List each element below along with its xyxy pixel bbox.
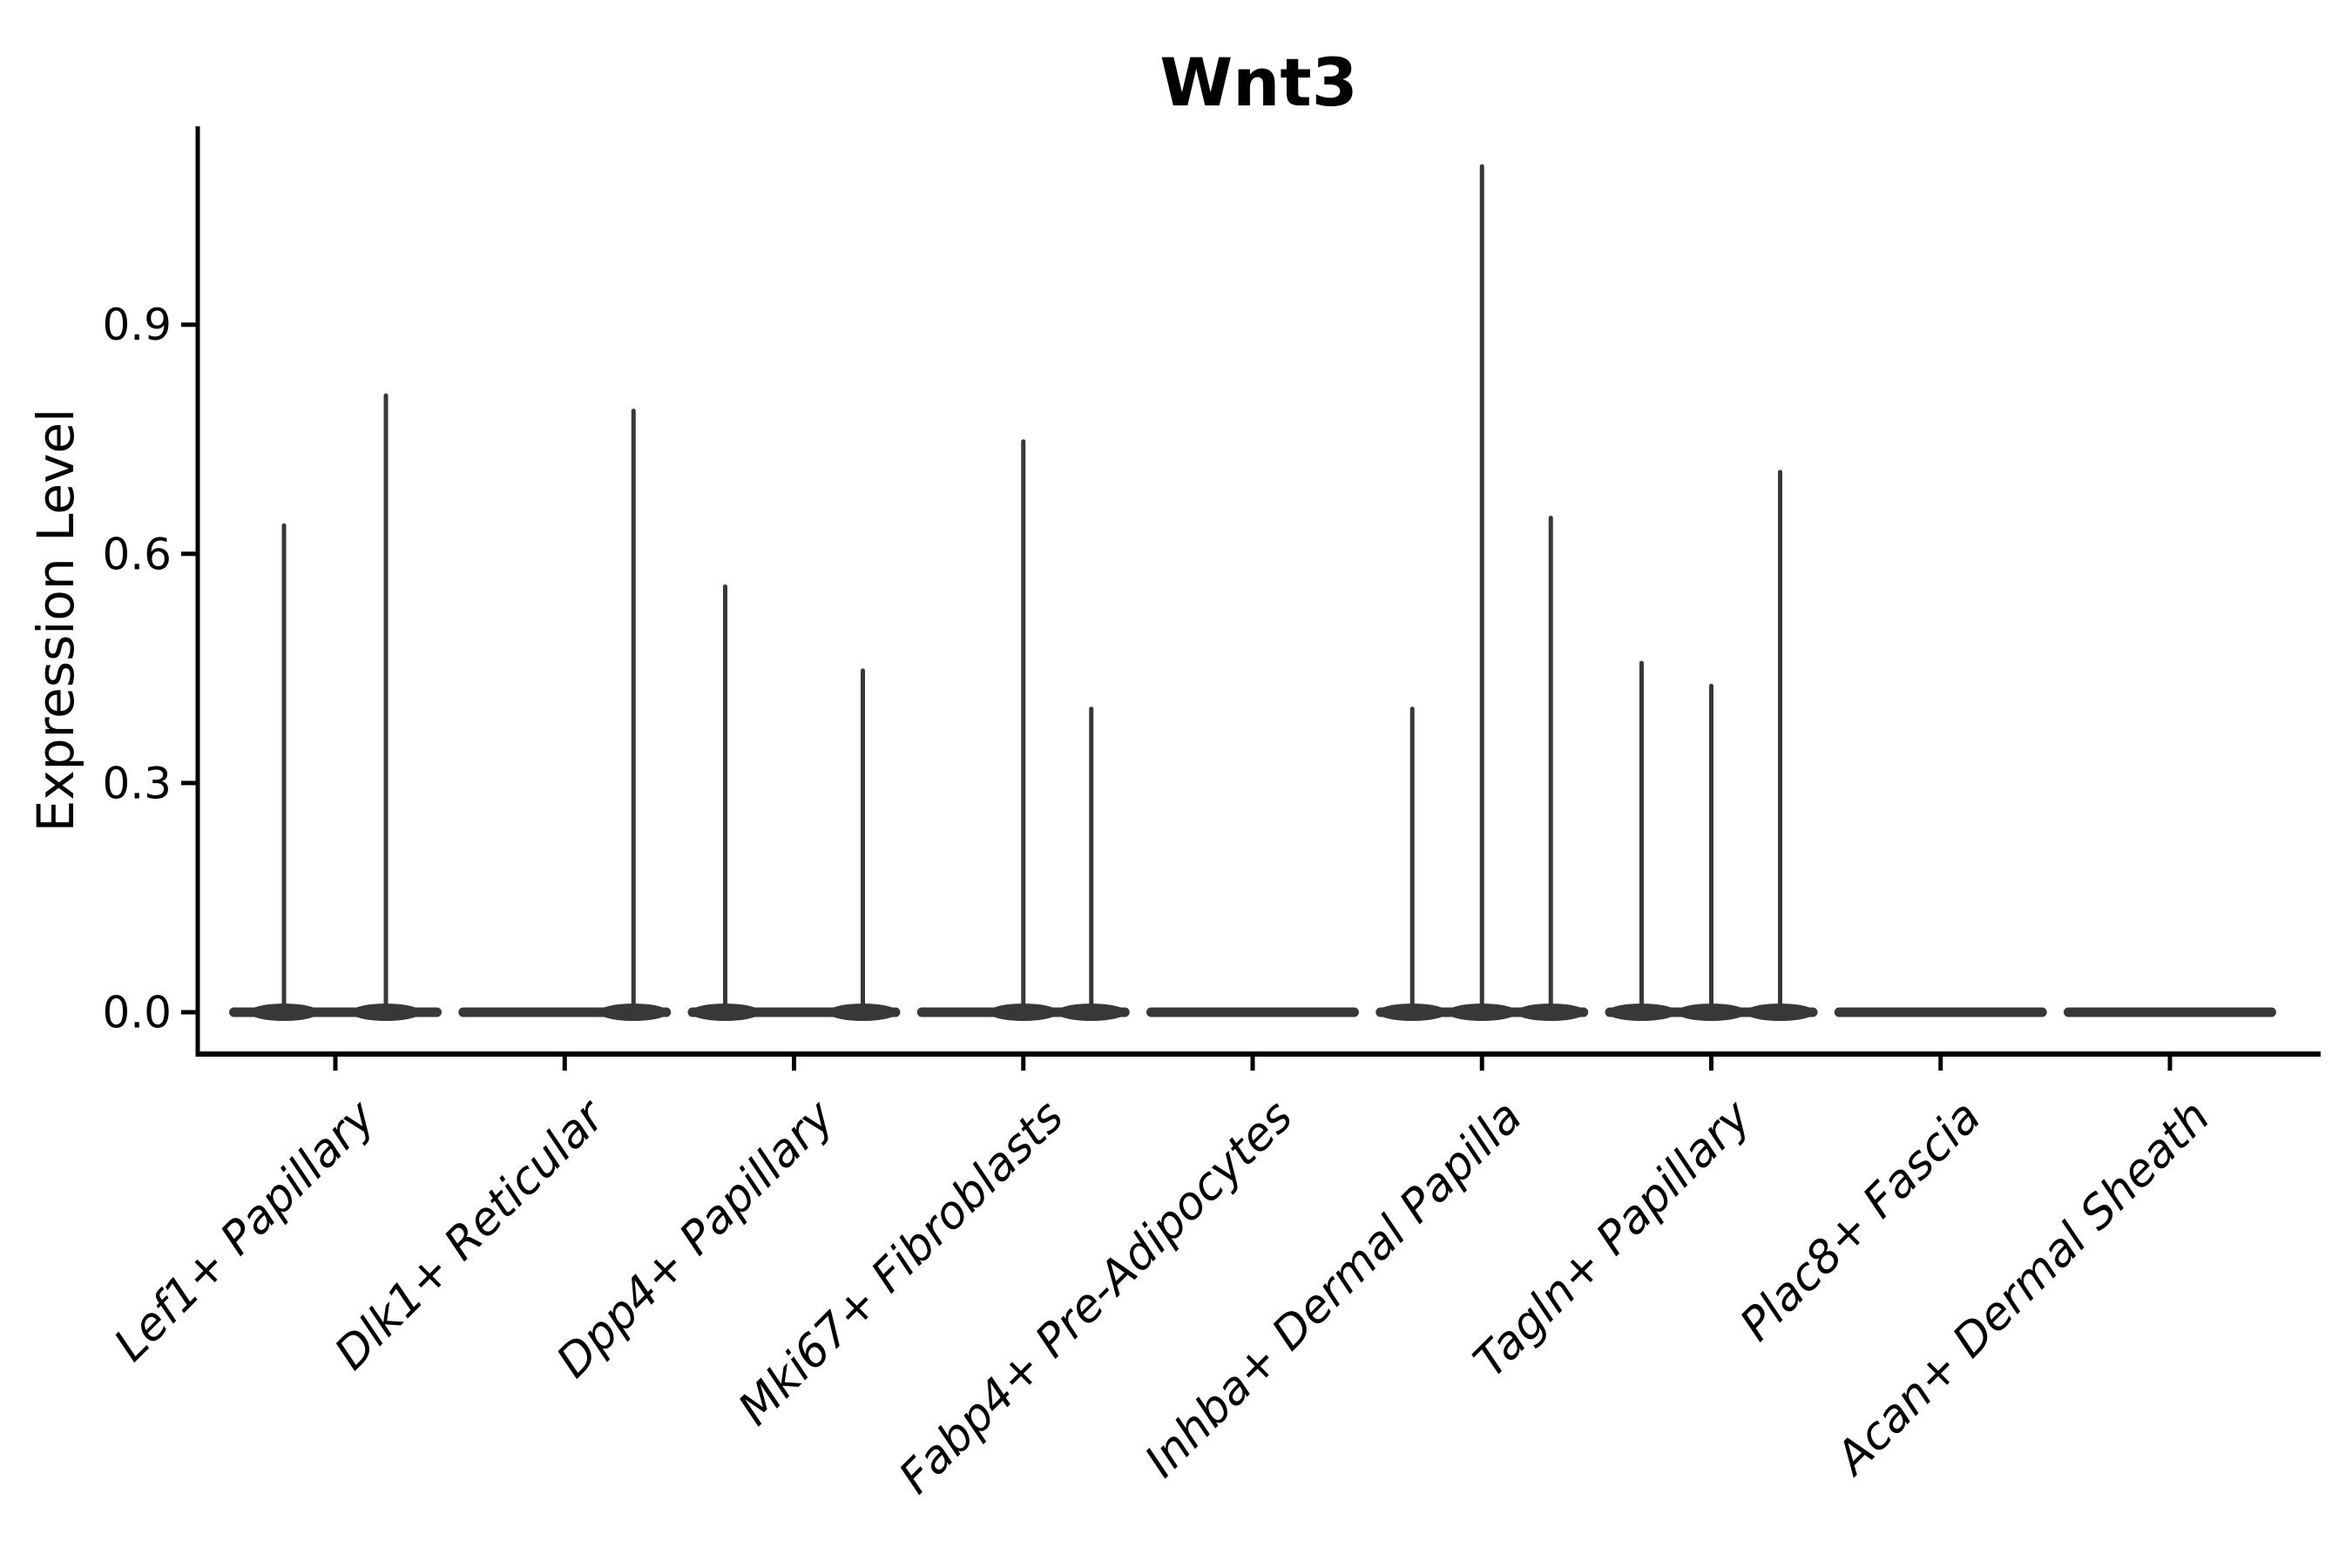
y-tick-label: 0.0 [102, 988, 172, 1038]
violin-spike [1639, 660, 1644, 1012]
violin-spike [1409, 706, 1415, 1012]
violin-spike [1548, 515, 1553, 1012]
violin-base [2064, 1007, 2276, 1017]
violin-spike [1778, 470, 1782, 1012]
violin-spike [1479, 164, 1484, 1012]
violin-spike [631, 409, 636, 1012]
violin-spike [383, 393, 389, 1012]
violin-spike [1021, 439, 1026, 1012]
violin-spike [723, 584, 727, 1012]
violin-spike [1089, 706, 1094, 1012]
violin-base [1834, 1007, 2047, 1017]
violin-base [1146, 1007, 1359, 1017]
y-tick-label: 0.9 [102, 300, 172, 350]
violin-spike [1709, 683, 1713, 1012]
y-tick-label: 0.3 [102, 758, 172, 808]
violin-spike [281, 523, 287, 1012]
y-tick-label: 0.6 [102, 529, 172, 579]
chart-title: Wnt3 [1159, 44, 1358, 121]
violin-spike [861, 668, 865, 1012]
